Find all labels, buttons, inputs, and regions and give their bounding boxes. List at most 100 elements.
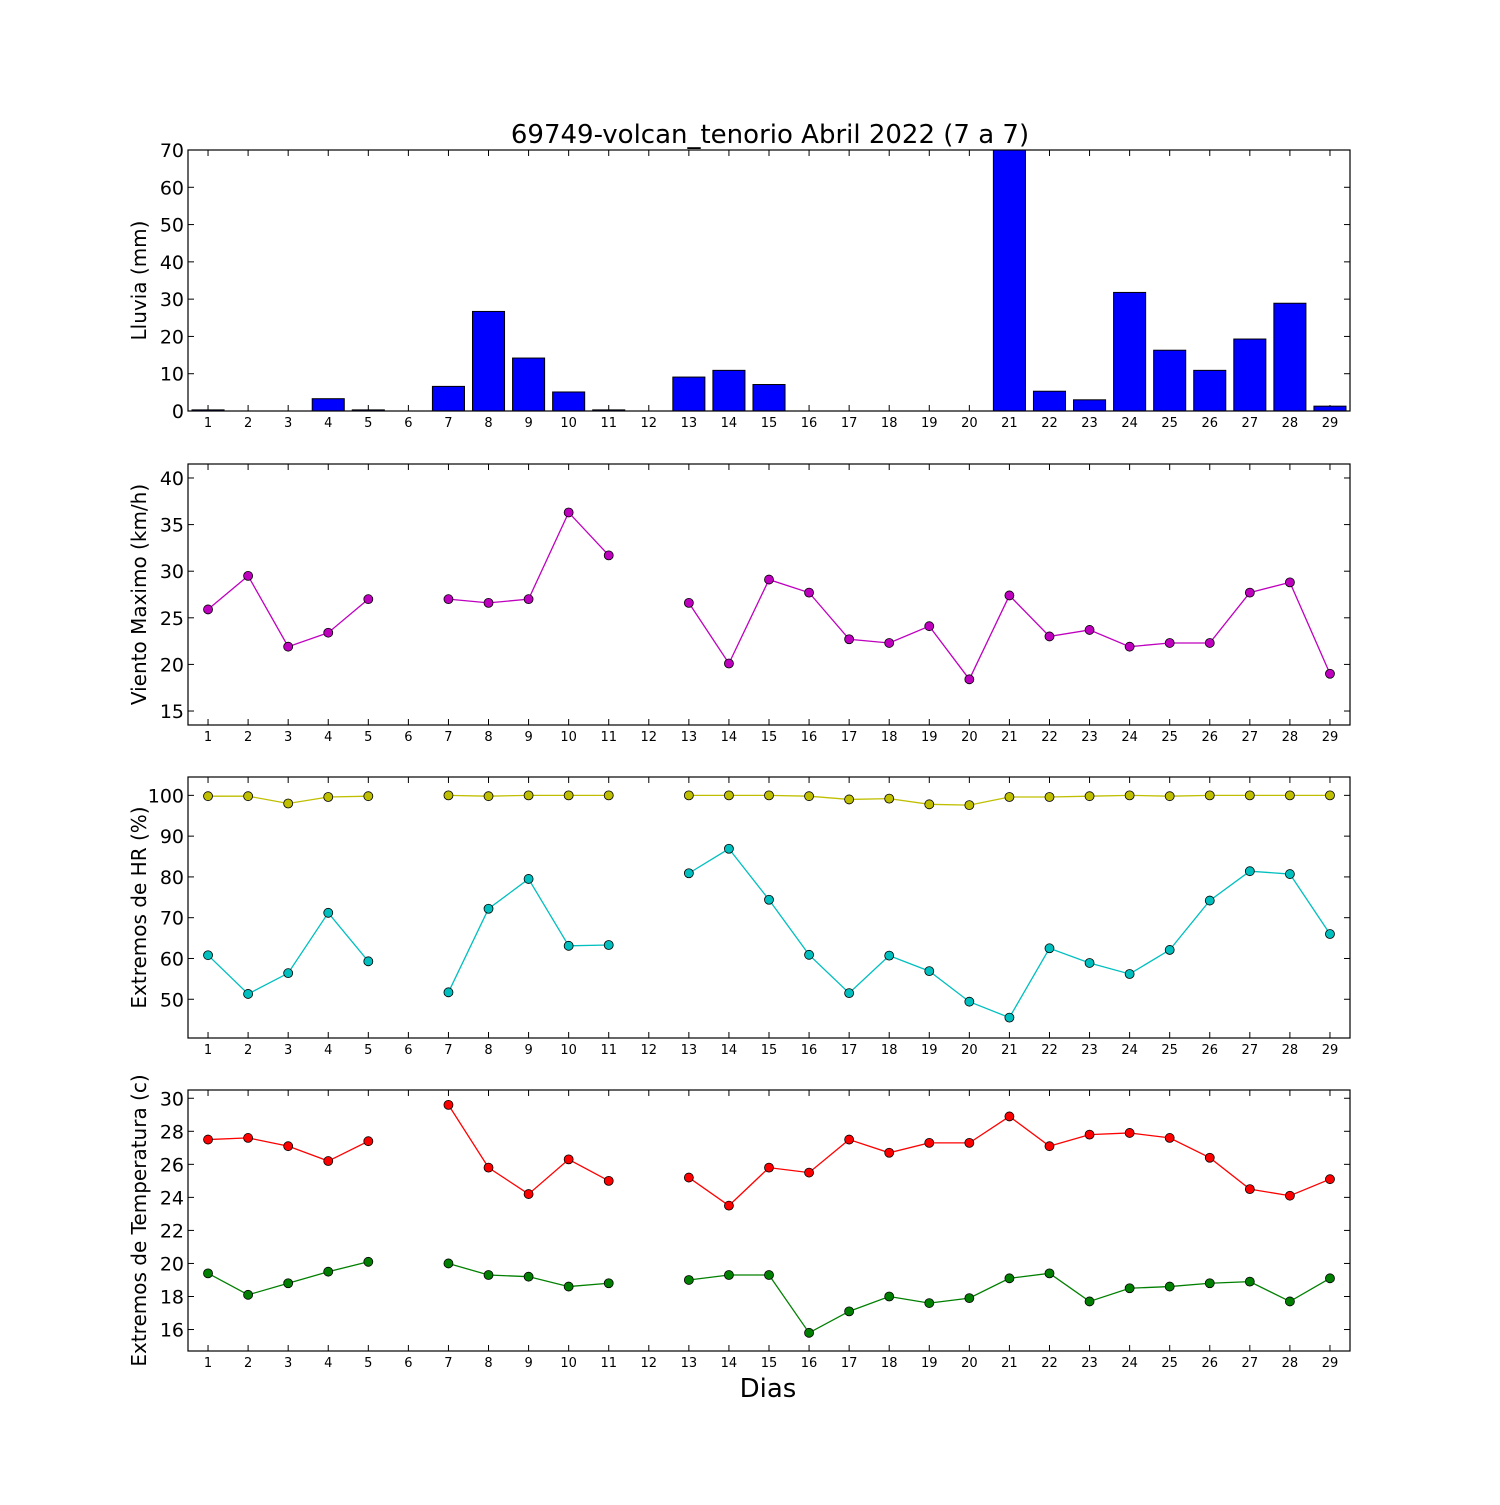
point-day-22 [1045,1269,1054,1278]
point-day-4 [324,908,333,917]
point-day-7 [444,595,453,604]
y-tick-label: 30 [160,289,184,311]
point-day-17 [845,1307,854,1316]
point-day-18 [885,638,894,647]
x-tick-label: 5 [364,416,372,431]
point-day-25 [1165,945,1174,954]
x-tick-label: 15 [761,730,778,745]
x-tick-label: 5 [364,1043,372,1058]
point-day-14 [724,1201,733,1210]
point-day-5 [364,1257,373,1266]
x-tick-label: 4 [324,1356,332,1371]
x-tick-label: 1 [204,1043,212,1058]
point-day-24 [1125,1128,1134,1137]
point-day-21 [1005,1274,1014,1283]
point-day-16 [805,1328,814,1337]
x-tick-label: 27 [1242,416,1259,431]
x-tick-label: 5 [364,1356,372,1371]
point-day-14 [724,1271,733,1280]
point-day-28 [1285,870,1294,879]
point-day-1 [204,792,213,801]
point-day-5 [364,792,373,801]
y-tick-label: 16 [160,1320,184,1342]
x-tick-label: 27 [1242,730,1259,745]
x-tick-label: 22 [1041,730,1058,745]
y-tick-label: 24 [160,1187,184,1209]
point-day-1 [204,1269,213,1278]
point-day-3 [284,642,293,651]
series-line-1 [448,512,608,602]
point-day-25 [1165,1282,1174,1291]
x-tick-label: 8 [484,416,492,431]
point-day-3 [284,1279,293,1288]
point-day-11 [604,1176,613,1185]
x-tick-label: 13 [681,1356,698,1371]
x-tick-label: 21 [1001,416,1018,431]
x-tick-label: 26 [1201,730,1218,745]
point-day-24 [1125,1284,1134,1293]
x-tick-label: 10 [560,730,577,745]
point-day-5 [364,957,373,966]
x-tick-label: 22 [1041,416,1058,431]
x-tick-label: 6 [404,1043,412,1058]
bar-day-4 [312,399,344,411]
x-tick-label: 3 [284,1356,292,1371]
point-day-4 [324,1157,333,1166]
point-day-17 [845,795,854,804]
point-day-3 [284,799,293,808]
point-day-25 [1165,1133,1174,1142]
point-day-14 [724,791,733,800]
point-day-23 [1085,625,1094,634]
x-tick-label: 3 [284,416,292,431]
point-day-14 [724,659,733,668]
point-day-7 [444,988,453,997]
point-day-15 [765,895,774,904]
x-tick-label: 19 [921,730,938,745]
x-tick-label: 23 [1081,1043,1098,1058]
x-tick-label: 17 [841,1043,858,1058]
y-tick-label: 50 [160,989,184,1011]
y-tick-label: 28 [160,1121,184,1143]
series-line-2 [208,1262,368,1295]
x-tick-label: 20 [961,416,978,431]
point-day-8 [484,598,493,607]
x-tick-label: 27 [1242,1356,1259,1371]
point-day-19 [925,1299,934,1308]
point-day-20 [965,801,974,810]
point-day-18 [885,951,894,960]
bar-day-29 [1314,406,1346,411]
point-day-5 [364,1137,373,1146]
x-tick-label: 12 [641,1043,658,1058]
point-day-20 [965,675,974,684]
x-tick-label: 9 [524,416,532,431]
x-tick-label: 6 [404,730,412,745]
point-day-16 [805,588,814,597]
point-day-15 [765,791,774,800]
point-day-13 [684,598,693,607]
point-day-10 [564,1282,573,1291]
point-day-10 [564,791,573,800]
y-tick-label: 10 [160,364,184,386]
y-tick-label: 60 [160,177,184,199]
point-day-16 [805,950,814,959]
point-day-11 [604,1279,613,1288]
x-tick-label: 13 [681,730,698,745]
x-tick-label: 11 [600,1356,617,1371]
x-tick-label: 1 [204,416,212,431]
point-day-1 [204,605,213,614]
x-tick-label: 23 [1081,416,1098,431]
bar-day-13 [673,377,705,411]
x-tick-label: 17 [841,730,858,745]
point-day-16 [805,1168,814,1177]
point-day-21 [1005,1112,1014,1121]
point-day-19 [925,800,934,809]
point-day-9 [524,595,533,604]
point-day-22 [1045,1142,1054,1151]
x-tick-label: 16 [801,1356,818,1371]
x-tick-label: 25 [1161,1356,1178,1371]
point-day-29 [1325,791,1334,800]
x-axis-label: Dias [740,1374,797,1404]
x-tick-label: 2 [244,1356,252,1371]
point-day-26 [1205,791,1214,800]
